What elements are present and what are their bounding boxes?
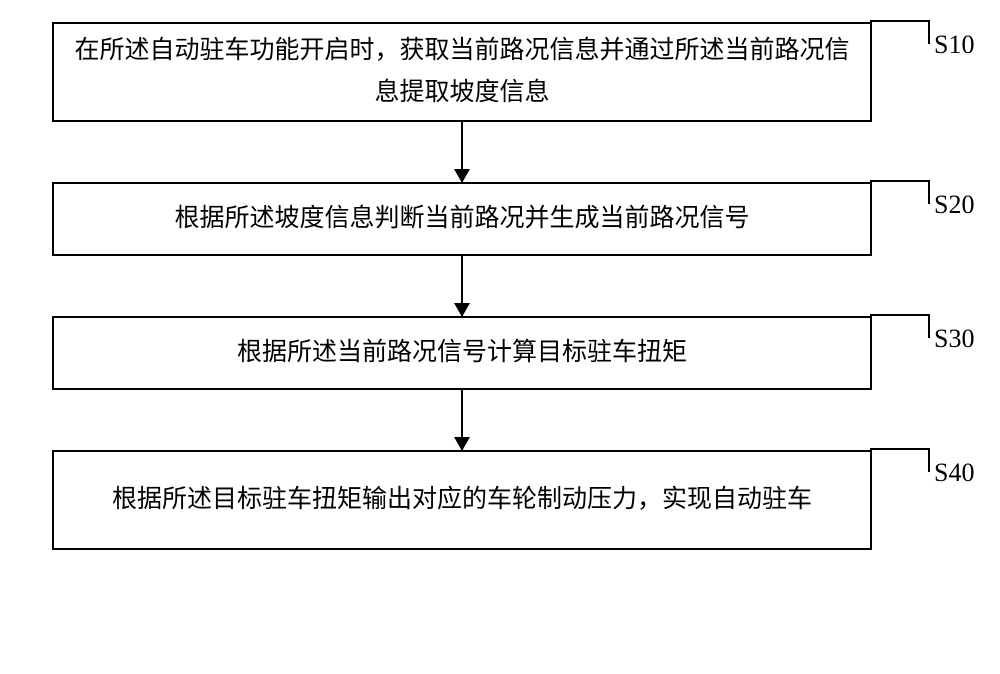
step-label-s20: S20: [934, 190, 974, 220]
flowchart-container: 在所述自动驻车功能开启时，获取当前路况信息并通过所述当前路况信息提取坡度信息 S…: [52, 22, 948, 550]
arrow-head-icon: [454, 169, 470, 183]
step-box-s40: 根据所述目标驻车扭矩输出对应的车轮制动压力，实现自动驻车: [52, 450, 872, 550]
label-leader-s10: [870, 20, 930, 44]
step-row-s20: 根据所述坡度信息判断当前路况并生成当前路况信号 S20: [52, 182, 948, 256]
connector-1-2: [52, 122, 872, 182]
arrow-line-3-4: [461, 390, 463, 450]
arrow-line-2-3: [461, 256, 463, 316]
label-leader-s40: [870, 448, 930, 472]
step-row-s10: 在所述自动驻车功能开启时，获取当前路况信息并通过所述当前路况信息提取坡度信息 S…: [52, 22, 948, 122]
step-text-s40: 根据所述目标驻车扭矩输出对应的车轮制动压力，实现自动驻车: [112, 479, 812, 522]
label-leader-s30: [870, 314, 930, 338]
step-label-s30: S30: [934, 324, 974, 354]
step-label-s10: S10: [934, 30, 974, 60]
step-row-s40: 根据所述目标驻车扭矩输出对应的车轮制动压力，实现自动驻车 S40: [52, 450, 948, 550]
step-text-s10: 在所述自动驻车功能开启时，获取当前路况信息并通过所述当前路况信息提取坡度信息: [72, 30, 852, 115]
arrow-line-1-2: [461, 122, 463, 182]
step-text-s30: 根据所述当前路况信号计算目标驻车扭矩: [237, 332, 687, 375]
connector-3-4: [52, 390, 872, 450]
step-box-s30: 根据所述当前路况信号计算目标驻车扭矩: [52, 316, 872, 390]
connector-2-3: [52, 256, 872, 316]
step-label-s40: S40: [934, 458, 974, 488]
label-leader-s20: [870, 180, 930, 204]
step-box-s20: 根据所述坡度信息判断当前路况并生成当前路况信号: [52, 182, 872, 256]
step-text-s20: 根据所述坡度信息判断当前路况并生成当前路况信号: [174, 198, 749, 241]
arrow-head-icon: [454, 303, 470, 317]
step-box-s10: 在所述自动驻车功能开启时，获取当前路况信息并通过所述当前路况信息提取坡度信息: [52, 22, 872, 122]
step-row-s30: 根据所述当前路况信号计算目标驻车扭矩 S30: [52, 316, 948, 390]
arrow-head-icon: [454, 437, 470, 451]
